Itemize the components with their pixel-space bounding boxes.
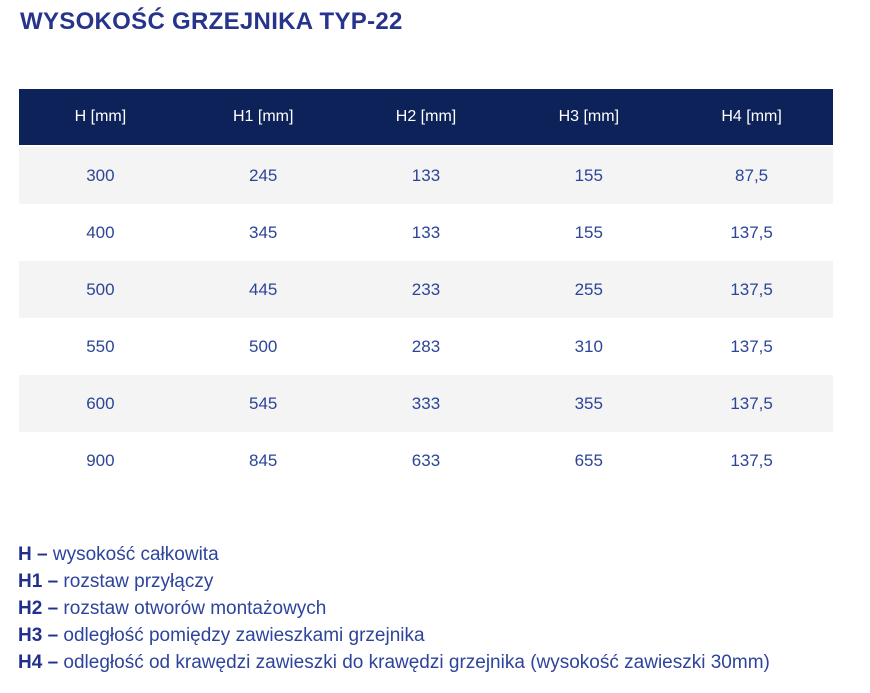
cell-h: 300	[86, 165, 115, 185]
cell-h3: 310	[574, 336, 603, 356]
legend-term: H –	[18, 544, 48, 565]
legend: H – wysokość całkowita H1 – rozstaw przy…	[18, 541, 770, 676]
legend-line-h2: H2 – rozstaw otworów montażowych	[18, 595, 770, 622]
table-row: 550 500 283 310 137,5	[19, 318, 833, 375]
cell-h1: 445	[249, 279, 278, 299]
legend-term: H2 –	[18, 598, 59, 619]
cell-h3: 155	[574, 165, 603, 185]
column-header-h1: H1 [mm]	[181, 89, 345, 147]
legend-line-h4: H4 – odległość od krawędzi zawieszki do …	[18, 649, 770, 676]
cell-h2: 633	[411, 450, 441, 470]
cell-h4: 137,5	[730, 450, 773, 470]
cell-h3: 255	[574, 279, 603, 299]
legend-description: odległość od krawędzi zawieszki do krawę…	[63, 652, 770, 673]
cell-h: 600	[86, 393, 115, 413]
cell-h: 550	[86, 336, 115, 356]
table-row: 400 345 133 155 137,5	[19, 204, 833, 261]
cell-h: 400	[86, 222, 115, 242]
legend-term: H3 –	[18, 625, 59, 646]
cell-h1: 345	[249, 222, 278, 242]
cell-h1: 500	[249, 336, 278, 356]
cell-h4: 87,5	[735, 165, 769, 185]
cell-h3: 355	[574, 393, 603, 413]
cell-h2: 233	[411, 279, 441, 299]
table-row: 300 245 133 155 87,5	[19, 147, 833, 204]
column-header-h3: H3 [mm]	[507, 89, 671, 147]
cell-h: 500	[86, 279, 115, 299]
cell-h: 900	[86, 450, 115, 470]
radiator-height-table: H [mm] H1 [mm] H2 [mm] H3 [mm] H4 [mm] 3…	[19, 89, 833, 489]
cell-h2: 133	[411, 165, 441, 185]
column-header-h2: H2 [mm]	[344, 89, 508, 147]
page-title: WYSOKOŚĆ GRZEJNIKA TYP-22	[20, 8, 403, 35]
legend-term: H4 –	[18, 652, 59, 673]
cell-h4: 137,5	[730, 279, 773, 299]
table-row: 500 445 233 255 137,5	[19, 261, 833, 318]
legend-description: wysokość całkowita	[52, 544, 219, 565]
cell-h2: 133	[411, 222, 441, 242]
legend-description: odległość pomiędzy zawieszkami grzejnika	[63, 625, 425, 646]
cell-h1: 545	[249, 393, 278, 413]
column-header-h4: H4 [mm]	[670, 89, 833, 147]
legend-line-h3: H3 – odległość pomiędzy zawieszkami grze…	[18, 622, 770, 649]
legend-line-h: H – wysokość całkowita	[18, 541, 770, 568]
cell-h4: 137,5	[730, 393, 773, 413]
cell-h1: 245	[249, 165, 278, 185]
table-row: 900 845 633 655 137,5	[19, 432, 833, 489]
column-header-h: H [mm]	[19, 89, 182, 147]
legend-line-h1: H1 – rozstaw przyłączy	[18, 568, 770, 595]
cell-h4: 137,5	[730, 336, 773, 356]
legend-term: H1 –	[18, 571, 59, 592]
table-header-row: H [mm] H1 [mm] H2 [mm] H3 [mm] H4 [mm]	[19, 89, 833, 147]
table-body: 300 245 133 155 87,5 400 345 133 155 137…	[19, 147, 833, 489]
cell-h1: 845	[249, 450, 278, 470]
table-header: H [mm] H1 [mm] H2 [mm] H3 [mm] H4 [mm]	[19, 89, 833, 147]
cell-h4: 137,5	[730, 222, 773, 242]
table-row: 600 545 333 355 137,5	[19, 375, 833, 432]
legend-description: rozstaw przyłączy	[63, 571, 214, 592]
legend-description: rozstaw otworów montażowych	[63, 598, 327, 619]
cell-h2: 333	[411, 393, 441, 413]
cell-h3: 155	[574, 222, 603, 242]
cell-h2: 283	[411, 336, 441, 356]
cell-h3: 655	[574, 450, 603, 470]
